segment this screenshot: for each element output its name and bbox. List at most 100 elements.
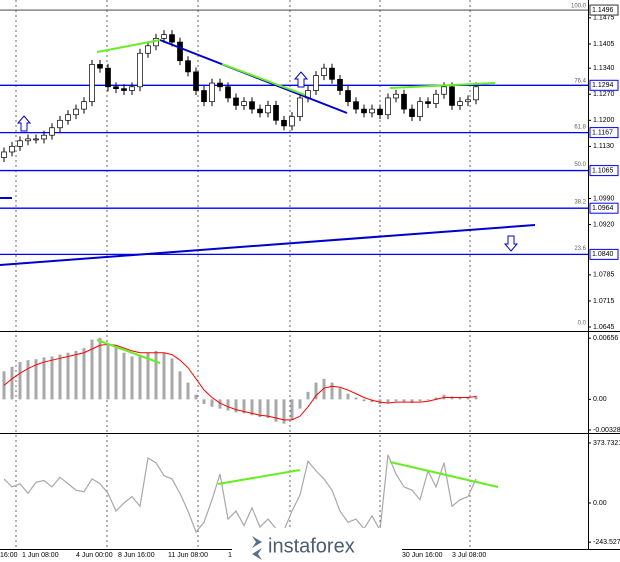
candle-body xyxy=(377,108,383,116)
histogram-bar xyxy=(290,399,294,420)
histogram-bar xyxy=(458,397,462,400)
level-label: 1.1496 xyxy=(592,7,614,14)
histogram-bar xyxy=(170,358,174,400)
up-arrow xyxy=(293,71,309,88)
y-tick-label: 0.00 xyxy=(593,500,607,507)
trend-line xyxy=(0,224,536,266)
y-tick-label: 1.1340 xyxy=(593,65,615,72)
candle-body xyxy=(105,67,111,88)
candle-body xyxy=(273,105,279,121)
histogram-bar xyxy=(322,378,326,400)
histogram-bar xyxy=(242,399,246,414)
histogram-bar xyxy=(162,352,166,400)
fib-label: 76.4 xyxy=(574,78,586,84)
y-tick-label: 0.00656 xyxy=(593,335,618,342)
level-label-box xyxy=(589,165,619,177)
histogram-bar xyxy=(226,399,230,411)
x-tick-label: 16:00 xyxy=(0,552,18,559)
x-tick-label: 8 Jun 16:00 xyxy=(118,552,155,559)
level-label: 1.0840 xyxy=(592,251,614,258)
candle-body xyxy=(209,82,215,103)
histogram-bar xyxy=(402,399,406,403)
histogram-bar xyxy=(58,354,62,400)
watermark-icon xyxy=(252,536,262,560)
candle-body xyxy=(33,138,39,141)
histogram-bar xyxy=(418,399,422,402)
up-arrow xyxy=(16,115,32,132)
candle-body xyxy=(473,86,479,101)
candle-body xyxy=(329,67,335,80)
annotations xyxy=(0,39,536,488)
candle-body xyxy=(257,108,263,114)
histogram-bar xyxy=(66,352,70,400)
candle-body xyxy=(433,93,439,104)
down-arrow xyxy=(503,235,519,252)
signal-line xyxy=(3,343,477,421)
histogram-bar xyxy=(410,399,414,404)
y-tick-label: 1.1130 xyxy=(593,143,614,150)
x-tick-label: 3 Jul 08:00 xyxy=(452,552,486,559)
candle-body xyxy=(217,82,223,88)
candle-body xyxy=(361,108,367,114)
histogram-bar xyxy=(74,350,78,400)
candle-body xyxy=(465,99,471,103)
candle-body xyxy=(137,52,143,88)
y-tick-label: 1.0785 xyxy=(593,272,615,279)
watermark: instaforex xyxy=(232,528,402,562)
divergence-line xyxy=(96,39,161,53)
candle-body xyxy=(57,119,63,129)
histogram-bar xyxy=(394,399,398,402)
candle-body xyxy=(73,108,79,116)
candle-body xyxy=(129,86,135,91)
candle-body xyxy=(1,151,7,158)
candle-body xyxy=(225,86,231,99)
x-tick-label: 4 Jun 00:00 xyxy=(76,552,113,559)
y-tick-label: 373.7321 xyxy=(593,440,620,447)
histogram-bar xyxy=(362,399,366,402)
histogram-bar xyxy=(146,352,150,400)
y-tick-label: 0.00 xyxy=(593,396,607,403)
candle-body xyxy=(425,101,431,104)
y-tick-label: 1.0920 xyxy=(593,221,615,228)
fib-label: 0.0 xyxy=(578,321,587,327)
candle-body xyxy=(233,97,239,106)
histogram-bar xyxy=(34,359,38,400)
y-tick-label: 1.0645 xyxy=(593,324,615,331)
candle-body xyxy=(25,138,31,142)
histogram-bar xyxy=(234,399,238,413)
candle-body xyxy=(17,140,23,147)
histogram-bar xyxy=(202,399,206,405)
watermark-box xyxy=(232,528,402,562)
y-tick-label: 1.1475 xyxy=(593,15,615,22)
histogram-bar xyxy=(186,382,190,400)
histogram-bar xyxy=(18,362,22,400)
candle-body xyxy=(289,116,295,127)
y-tick-label: 1.0990 xyxy=(593,195,615,202)
candle-body xyxy=(177,41,183,62)
histogram-bar xyxy=(122,352,126,400)
level-label: 1.1065 xyxy=(592,167,614,174)
histogram-bar xyxy=(42,357,46,400)
histogram-bar xyxy=(426,399,430,401)
candle-body xyxy=(201,90,207,103)
histogram-bar xyxy=(258,399,262,418)
candle-body xyxy=(145,45,151,54)
divergence-line xyxy=(389,461,499,488)
histogram-bar xyxy=(98,337,102,400)
histogram-bar xyxy=(266,399,270,419)
x-tick-label: 30 Jun 16:00 xyxy=(402,552,443,559)
candle-body xyxy=(385,97,391,116)
histogram-bar xyxy=(314,382,318,400)
candle-body xyxy=(169,34,175,43)
histogram-bar xyxy=(26,360,30,400)
y-tick-label: 1.0715 xyxy=(593,298,615,305)
fib-label: 61.8 xyxy=(574,125,586,131)
level-label-box xyxy=(589,202,619,214)
candle-body xyxy=(409,108,415,117)
histogram-bar xyxy=(386,399,390,404)
candle-body xyxy=(113,86,119,89)
histogram-bar xyxy=(434,397,438,400)
plot-area: 1.1475 1.1405 1.1340 1.1270 1.1200 1.1130 1.09… xyxy=(0,4,620,559)
level-label: 1.1294 xyxy=(592,82,614,89)
